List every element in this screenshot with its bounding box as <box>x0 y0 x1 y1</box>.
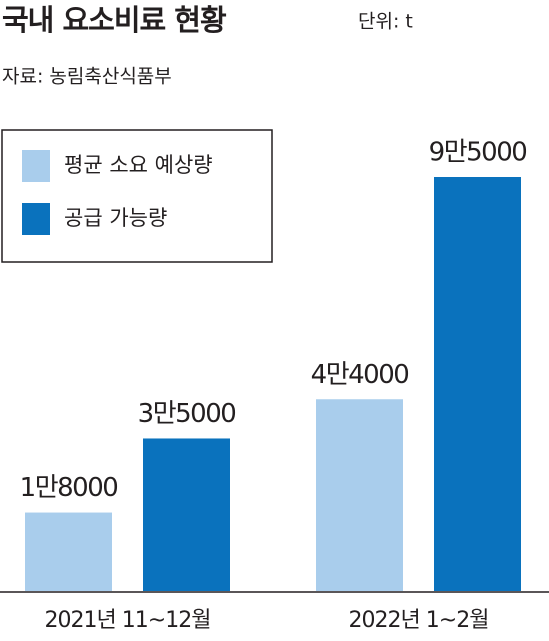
legend-label: 공급 가능량 <box>64 206 167 230</box>
x-tick-label: 2022년 1~2월 <box>349 608 489 633</box>
bar <box>434 177 521 591</box>
bar <box>316 399 403 591</box>
legend-swatch <box>22 203 50 235</box>
value-label: 4만4000 <box>311 360 409 390</box>
legend-label: 평균 소요 예상량 <box>64 153 213 177</box>
legend-box <box>1 129 273 263</box>
unit-note: 단위: t <box>358 11 413 33</box>
chart-title: 국내 요소비료 현황 <box>2 3 227 37</box>
legend-swatch <box>22 150 50 182</box>
value-label: 3만5000 <box>138 399 236 429</box>
x-tick-label: 2021년 11~12월 <box>45 608 211 633</box>
source-note: 자료: 농림축산식품부 <box>2 66 172 88</box>
bar <box>25 512 112 591</box>
value-label: 9만5000 <box>429 138 527 168</box>
bar <box>143 438 230 591</box>
value-label: 1만8000 <box>20 473 118 503</box>
